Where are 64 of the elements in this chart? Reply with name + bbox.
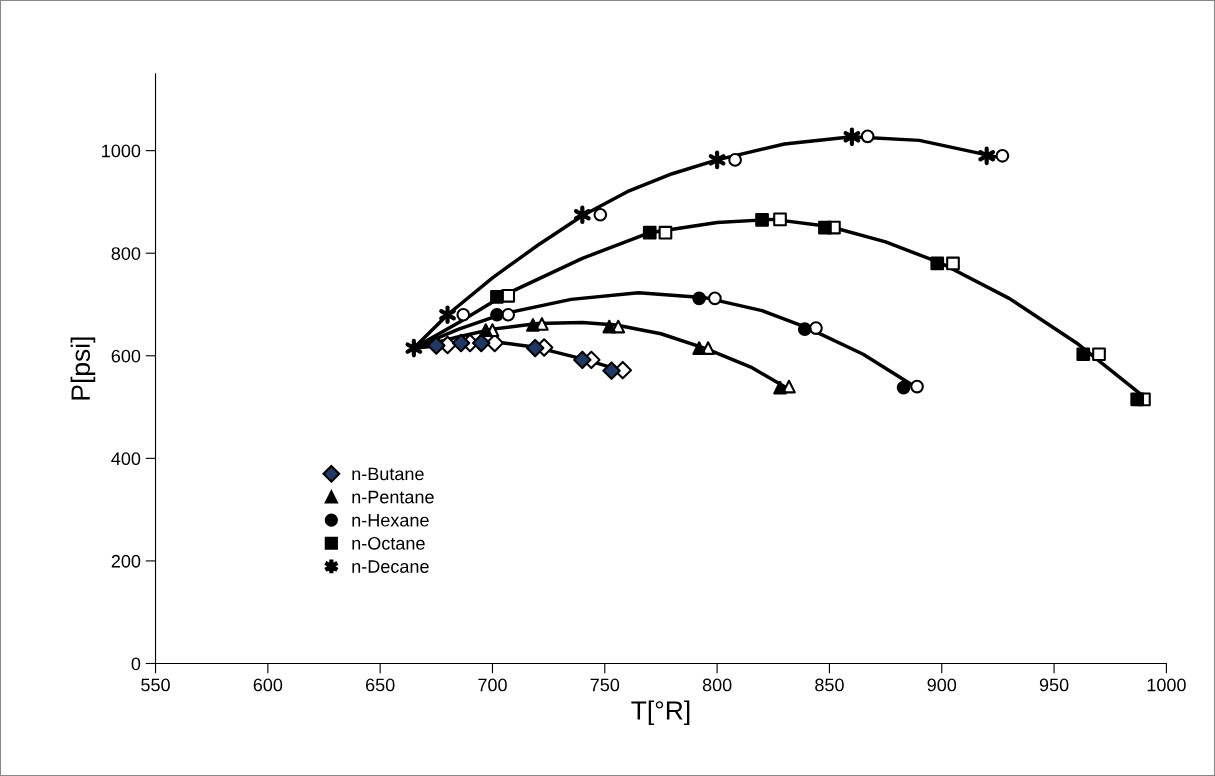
point xyxy=(427,336,446,355)
x-tick-label: 600 xyxy=(253,678,283,692)
point xyxy=(708,150,726,170)
x-axis-title: T[°R] xyxy=(631,700,690,726)
x-tick-label: 900 xyxy=(927,678,957,692)
y-tick-label: 0 xyxy=(131,657,141,671)
x-tick-label: 950 xyxy=(1039,678,1069,692)
point xyxy=(978,146,996,166)
y-tick-label: 600 xyxy=(111,349,141,363)
point xyxy=(642,225,657,240)
x-tick-label: 800 xyxy=(702,678,732,692)
point xyxy=(728,153,742,167)
x-tick-label: 750 xyxy=(590,678,620,692)
x-tick-label: 550 xyxy=(141,678,170,692)
point xyxy=(478,323,493,337)
point xyxy=(525,338,545,358)
point xyxy=(658,225,673,240)
point xyxy=(995,148,1010,163)
point xyxy=(860,129,875,144)
point xyxy=(471,333,491,353)
legend-label: n-Hexane xyxy=(352,513,429,527)
point xyxy=(708,291,722,306)
legend-label: n-Decane xyxy=(352,560,429,573)
x-tick-label: 1000 xyxy=(1147,678,1186,692)
point xyxy=(930,256,945,271)
point xyxy=(490,307,504,322)
point xyxy=(451,333,471,353)
point xyxy=(573,350,592,370)
legend-label: n-Butane xyxy=(352,467,424,481)
point xyxy=(692,291,706,306)
y-tick-label: 400 xyxy=(111,452,141,466)
legend-label: n-Octane xyxy=(352,536,425,550)
point xyxy=(490,289,504,304)
point xyxy=(456,307,471,322)
x-tick-label: 650 xyxy=(366,678,395,692)
point xyxy=(773,380,787,395)
legend-label: n-Pentane xyxy=(352,490,434,504)
point xyxy=(526,318,540,332)
point xyxy=(692,341,706,355)
y-axis-title: P[psi] xyxy=(70,337,96,400)
y-tick-label: 800 xyxy=(111,247,141,260)
point xyxy=(439,305,456,325)
y-tick-label: 1000 xyxy=(102,144,141,158)
point xyxy=(809,321,823,335)
point xyxy=(910,379,924,394)
point xyxy=(1092,347,1106,362)
point xyxy=(946,256,960,271)
point xyxy=(405,338,423,358)
point xyxy=(593,207,608,222)
point xyxy=(1130,392,1145,407)
point xyxy=(501,307,516,322)
point xyxy=(797,322,812,336)
point xyxy=(843,127,861,147)
y-tick-label: 200 xyxy=(111,554,141,568)
point xyxy=(818,220,832,235)
point xyxy=(755,213,769,227)
point xyxy=(1076,347,1091,362)
point xyxy=(573,205,591,225)
point xyxy=(773,212,787,227)
point xyxy=(602,319,617,334)
x-tick-label: 850 xyxy=(815,678,844,692)
point xyxy=(896,380,911,395)
point xyxy=(602,361,621,380)
x-tick-label: 700 xyxy=(478,678,507,692)
